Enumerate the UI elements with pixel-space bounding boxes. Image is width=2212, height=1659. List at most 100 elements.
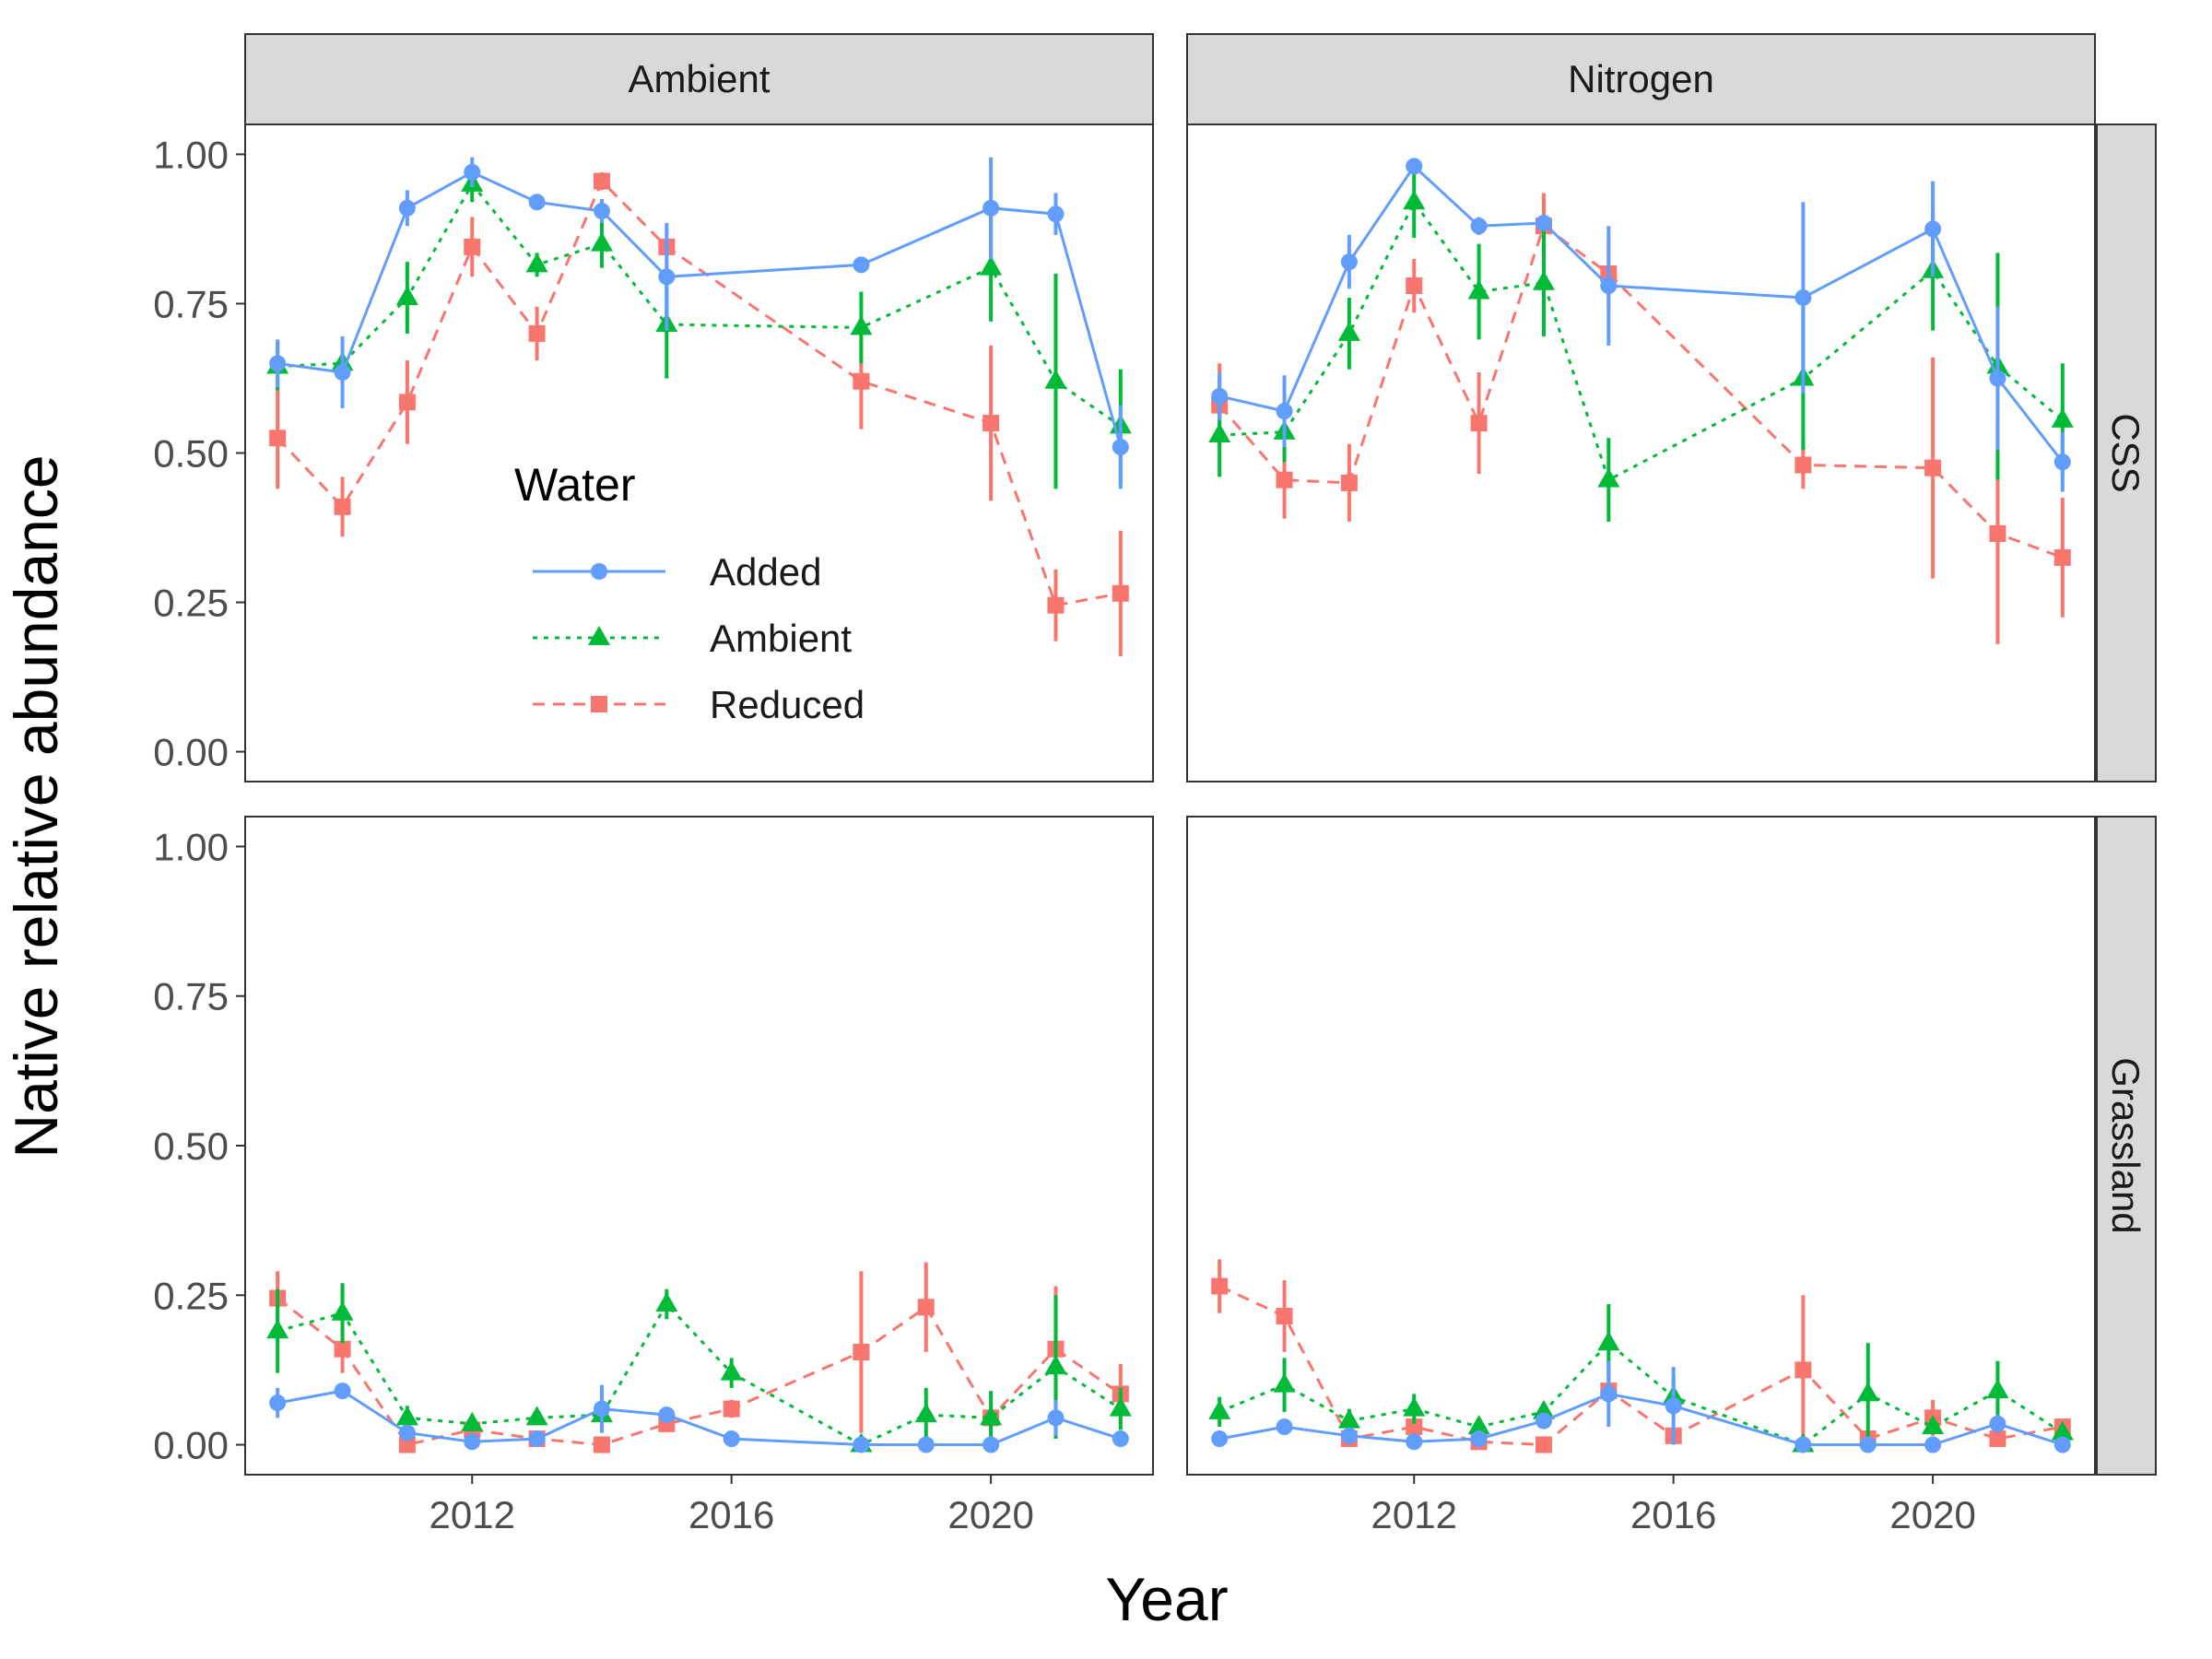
data-point [850,315,873,335]
legend-entry-ambient: Ambient [533,617,852,660]
data-point [1794,288,1812,306]
data-point [1112,584,1129,602]
series-group-ambient-grassland [266,1262,1132,1453]
facet-strip-label: CSS [2104,413,2147,492]
data-point [1211,1430,1229,1448]
data-point [590,231,613,252]
data-point [1467,1415,1490,1435]
x-axis-title: Year [1105,1565,1228,1633]
data-point [1047,206,1065,223]
data-point [593,1436,610,1453]
data-point [593,202,610,219]
y-tick-label: 0.00 [153,731,229,774]
x-tick-label: 2016 [688,1493,774,1536]
y-tick-label: 0.25 [153,582,229,625]
data-point [593,1400,610,1418]
data-point [1597,467,1620,488]
y-tick-label: 0.75 [153,282,229,325]
data-point [982,1436,1000,1453]
legend-entry-label: Added [710,550,821,594]
data-point [269,429,287,447]
legend-title: Water [514,459,636,511]
data-point [2051,1420,2074,1441]
data-point [1276,1418,1293,1436]
facet-strip-bg [244,33,1154,125]
data-point [464,1433,481,1451]
data-point [1044,1355,1067,1375]
data-point [528,324,546,342]
data-point [1794,1436,1812,1453]
data-point [1922,1415,1945,1435]
y-tick-label: 1.00 [153,825,229,868]
data-point [398,394,416,411]
facet-strip-bg [2096,124,2157,782]
data-point [334,1340,351,1358]
data-point [853,1343,870,1360]
data-point [331,1300,354,1321]
data-point [1535,1412,1552,1430]
data-point [720,1360,743,1381]
data-point [655,1292,678,1312]
data-point [395,285,418,305]
x-tick-label: 2020 [1889,1493,1975,1536]
data-point [1600,1385,1618,1403]
data-point [1211,1277,1229,1295]
legend-entry-label: Ambient [710,617,852,660]
data-point [980,1406,1003,1426]
data-point [1340,253,1358,271]
data-point [1470,1430,1488,1448]
data-point [334,363,351,381]
legend-key-marker [591,563,607,580]
y-tick-label: 0.50 [153,1124,229,1168]
data-point [1337,321,1360,341]
x-tick-label: 2020 [947,1493,1033,1536]
data-point [334,498,351,515]
data-point [917,1436,935,1453]
data-point [1044,369,1067,389]
legend-key-marker [588,626,610,645]
data-point [1794,456,1812,474]
data-point [1276,471,1293,488]
y-axis-title: Native relative abundance [2,454,70,1158]
series-line [277,182,1122,428]
series-added [269,1382,1129,1453]
data-point [1047,1409,1065,1427]
data-point [1276,403,1293,420]
data-point [1986,1379,2009,1399]
data-point [269,355,287,372]
data-point [398,199,416,217]
facet-strip-grassland: Grassland [2096,816,2157,1476]
data-point [853,372,870,390]
facet-strip-ambient: Ambient [244,33,1154,125]
panel-nitrogen-css [1186,124,2096,782]
panel-ambient-grassland [244,816,1154,1476]
facet-strip-label: Nitrogen [1568,57,1714,100]
series-group-nitrogen-css [1208,158,2074,644]
data-point [1273,1372,1296,1393]
data-point [1340,1427,1358,1444]
panel-nitrogen-grassland [1186,816,2096,1476]
data-point [269,1394,287,1412]
data-point [1535,214,1552,231]
panel-ambient-css [244,124,1154,782]
facet-strip-label: Ambient [628,57,770,100]
data-point [1535,1436,1552,1453]
x-tick-label: 2016 [1630,1493,1716,1536]
y-tick-label: 0.50 [153,432,229,476]
data-point [528,194,546,211]
data-point [914,1403,937,1423]
facet-strip-css: CSS [2096,124,2157,782]
data-point [1924,220,1942,238]
legend-entries: Added Ambient Reduced [533,550,865,726]
y-tick-label: 1.00 [153,133,229,176]
data-point [658,268,676,286]
legend-key-marker [591,696,607,712]
data-point [723,1400,740,1418]
series-group-nitrogen-grassland [1208,1259,2074,1453]
data-point [1924,1436,1942,1453]
data-point [1989,525,2006,543]
data-point [1337,1408,1360,1429]
data-point [1112,1430,1129,1448]
data-point [1989,1430,2006,1448]
